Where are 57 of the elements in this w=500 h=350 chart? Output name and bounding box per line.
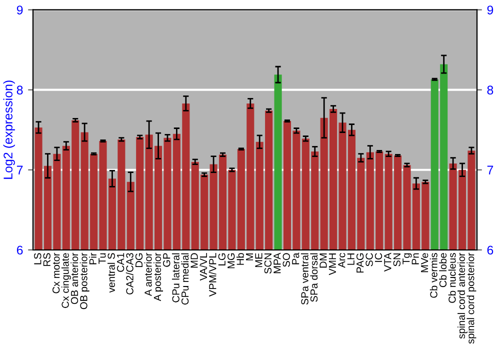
- x-tick-label: GP: [163, 253, 170, 267]
- y2-tick-label: 7: [487, 166, 494, 174]
- x-tick-label: ventral S: [107, 253, 115, 293]
- x-tick-label: MVe: [421, 253, 428, 272]
- y-tick-label: 8: [16, 86, 23, 94]
- x-tick-label: Pa: [292, 252, 300, 264]
- x-tick-label: Pn: [412, 253, 419, 264]
- x-tick-label: spinal cord posterior: [466, 252, 476, 344]
- x-tick-label: M: [246, 254, 254, 260]
- x-tick-label: DG: [135, 253, 143, 268]
- x-tick-label: Cx cingulate: [61, 253, 71, 308]
- x-tick-label: CPu medial: [181, 253, 189, 305]
- x-tick-label: SN: [393, 254, 400, 266]
- x-tick-label: VMH: [328, 254, 336, 276]
- x-tick-label: Cb lobe: [439, 253, 447, 288]
- x-tick-label: CPu lateral: [172, 253, 180, 302]
- y-axis-title: Log2 (expression): [3, 80, 15, 179]
- x-tick-label: SC: [366, 253, 373, 266]
- x-tick-label: LG: [218, 253, 226, 266]
- x-tick-label: A anterior: [144, 252, 152, 296]
- x-tick-label: PAG: [356, 253, 364, 273]
- y2-tick-label: 6: [487, 246, 494, 255]
- x-tick-label: SCN: [264, 254, 272, 274]
- x-tick-label: Tg: [402, 253, 412, 264]
- x-tick-label: MG: [228, 253, 235, 268]
- x-tick-label: MPA: [274, 252, 281, 274]
- x-tick-label: SPa dorsal: [310, 253, 318, 302]
- x-tick-label: Hb: [236, 253, 244, 265]
- y-tick-label: 7: [16, 166, 23, 174]
- x-tick-label: CA1: [116, 253, 124, 272]
- x-tick-label: IC: [374, 253, 382, 262]
- y-tick-label: 6: [16, 246, 23, 255]
- x-tick-label: SO: [282, 253, 290, 267]
- x-tick-label: DM: [320, 254, 327, 268]
- y2-tick-label: 8: [487, 86, 494, 94]
- x-tick-label: VPM/VPL: [208, 253, 216, 297]
- x-tick-label: A posterior: [154, 252, 164, 302]
- y2-tick-label: 9: [487, 6, 494, 14]
- x-tick-label: LH: [347, 254, 354, 265]
- x-tick-label: RS: [43, 253, 50, 266]
- y-tick-label: 9: [16, 6, 23, 14]
- x-tick-label: Cx motor: [52, 252, 60, 294]
- x-tick-label: VA/VL: [200, 253, 208, 281]
- x-tick-label: ME: [255, 253, 262, 268]
- x-tick-label: VTA: [384, 252, 392, 272]
- x-tick-label: SPa ventral: [300, 253, 308, 305]
- x-tick-label: Tu: [98, 253, 106, 264]
- x-tick-label: Cb vermis: [430, 253, 438, 298]
- x-tick-label: Cb nucleus: [448, 253, 456, 303]
- x-tick-label: CA2/CA3: [126, 253, 134, 294]
- x-tick-label: spinal cord anterior: [458, 252, 467, 339]
- x-tick-label: OB anterior: [70, 252, 78, 304]
- x-tick-label: OB posterior: [80, 252, 90, 310]
- x-tick-label: LS: [34, 253, 42, 264]
- x-tick-label: MD: [190, 253, 198, 268]
- x-tick-label: Pir: [89, 252, 96, 264]
- x-tick-label: Arc: [338, 252, 346, 268]
